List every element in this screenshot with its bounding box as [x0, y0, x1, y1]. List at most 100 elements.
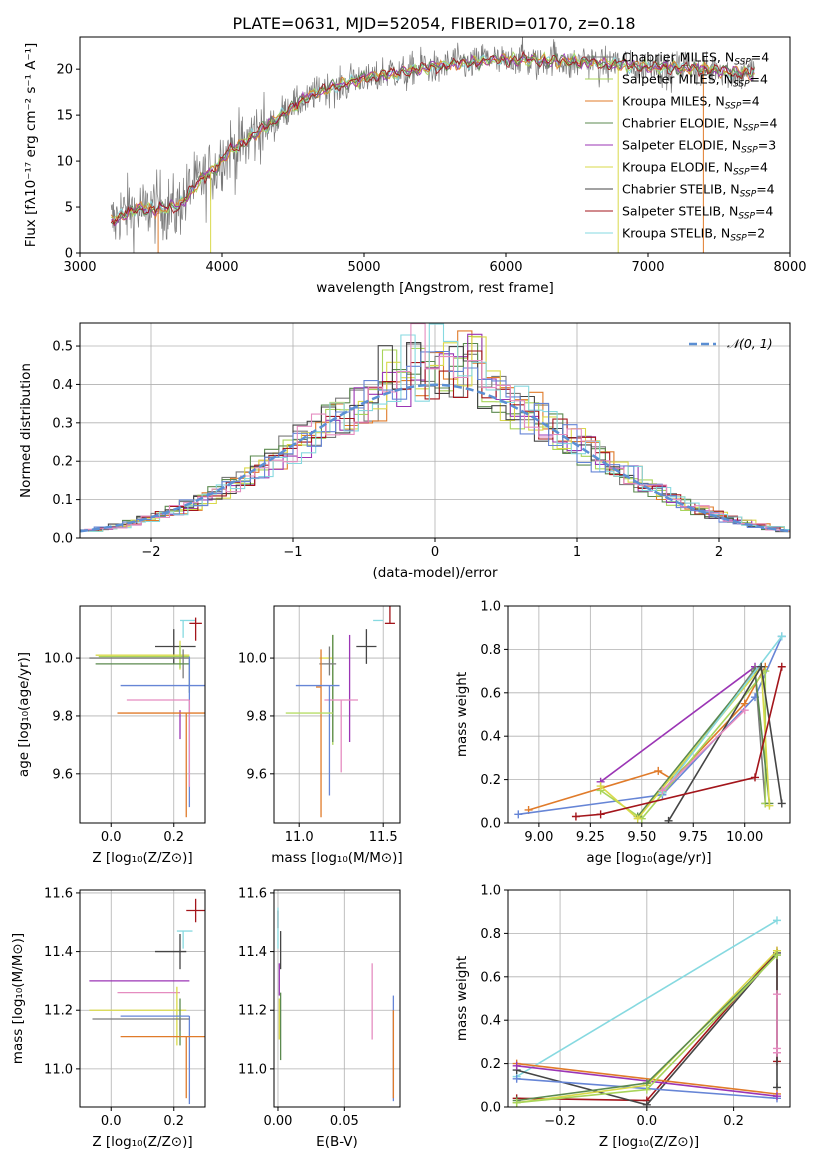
legend-text: Chabrier MILES, N: [622, 50, 734, 65]
x-tick-label: 9.00: [524, 830, 553, 845]
y-axis-label: Normed distribution: [18, 363, 34, 498]
series-marker: [512, 1098, 521, 1107]
spectrum-line: [110, 50, 755, 227]
legend-entry: Salpeter STELIB, NSSP=4: [622, 204, 773, 222]
plot-area: [274, 890, 400, 1107]
errorbar-point: [189, 617, 202, 641]
series-marker: [757, 662, 766, 671]
x-tick-label: 6000: [489, 260, 522, 275]
errorbar-point: [120, 1035, 205, 1099]
series-marker: [596, 810, 605, 819]
x-tick-label: 3000: [63, 260, 96, 275]
legend-value: =4: [741, 94, 759, 109]
series-marker: [772, 990, 781, 999]
figure-title: PLATE=0631, MJD=52054, FIBERID=0170, z=0…: [232, 14, 635, 33]
errorbar-point: [295, 684, 340, 796]
y-tick-label: 10.0: [238, 652, 267, 667]
legend-subscript: SSP: [733, 80, 750, 90]
legend-entry: 𝒩(0, 1): [727, 336, 773, 351]
legend-text: Salpeter MILES, N: [622, 72, 733, 87]
panel-residuals: −2 −1 0 1 2 0.0 0.1 0.2 0.3 0.4 0.5 (data-model)/er…: [18, 322, 791, 581]
axes-frame: [507, 605, 791, 824]
y-tick-label: 0.5: [52, 340, 73, 355]
y-tick-label: 0.8: [480, 643, 501, 658]
y-tick-label: 0.4: [480, 730, 501, 745]
series-marker: [571, 812, 580, 821]
x-axis-label: Z [log₁₀(Z/Z⊙)]: [92, 1134, 192, 1150]
panel-mass_vs_Z: 0.0 0.2 11.0 11.2 11.4 11.6 Z [log₁₀(Z/Z⊙)] mas…: [10, 886, 206, 1150]
x-tick-label: −0.2: [544, 1114, 576, 1129]
errorbar-point: [120, 1015, 191, 1105]
y-tick-label: 0.4: [52, 378, 73, 393]
x-tick-label: 9.75: [679, 830, 708, 845]
plot-area: [80, 323, 790, 538]
y-tick-label: 0.2: [480, 1057, 501, 1072]
errorbar-point: [319, 646, 337, 676]
y-tick-label: 0.3: [52, 416, 73, 431]
legend-subscript: SSP: [730, 234, 747, 244]
x-axis-label: (data-model)/error: [372, 565, 498, 581]
panel-mass_weight_vs_Z: −0.2 0.0 0.2 0.0 0.2 0.4 0.6 0.8 1.0 Z [log₁₀(Z/Z…: [454, 884, 791, 1150]
y-tick-label: 1.0: [480, 884, 501, 899]
histogram-step: [80, 350, 790, 532]
errorbar-point: [126, 699, 191, 787]
series-marker: [658, 786, 667, 795]
series-marker: [751, 773, 760, 782]
series-marker: [772, 916, 781, 925]
errorbar-point: [316, 649, 322, 818]
errorbar-point: [98, 645, 190, 669]
legend-text: Chabrier ELODIE, N: [622, 116, 742, 131]
axes-frame: [79, 322, 791, 539]
panel-mass_vs_ebv: 0.00 0.05 11.0 11.2 11.4 11.6 E(B-V): [238, 886, 401, 1150]
y-tick-label: 9.8: [246, 709, 267, 724]
legend-text: Kroupa MILES, N: [622, 94, 725, 109]
y-tick-label: 1.0: [480, 600, 501, 615]
series-marker: [740, 706, 749, 715]
legend-value: =3: [758, 138, 776, 153]
y-tick-label: 0.4: [480, 1014, 501, 1029]
errorbar-point: [180, 619, 196, 638]
y-tick-label: 0.0: [480, 1101, 501, 1116]
series-marker: [654, 766, 663, 775]
y-tick-label: 0: [65, 247, 73, 262]
x-tick-label: 9.50: [627, 830, 656, 845]
series-line: [516, 1062, 778, 1095]
y-tick-label: 0.1: [52, 493, 73, 508]
series-line: [600, 664, 771, 820]
y-tick-label: 0.6: [480, 970, 501, 985]
x-tick-label: 11.0: [285, 830, 314, 845]
y-tick-label: 0.8: [480, 927, 501, 942]
y-axis-label: mass weight: [454, 672, 470, 757]
x-tick-label: 0.2: [723, 1114, 744, 1129]
series-marker: [642, 1085, 651, 1094]
legend-entry: Salpeter MILES, NSSP=4: [622, 72, 768, 90]
y-axis-label: Flux [fλ10⁻¹⁷ erg cm⁻² s⁻¹ A⁻¹]: [23, 43, 39, 248]
errorbar-point: [384, 606, 395, 625]
y-axis-label: age [log₁₀(age/yr)]: [16, 652, 32, 777]
y-tick-label: 11.4: [44, 945, 73, 960]
series-line: [516, 919, 778, 1078]
legend-subscript: SSP: [725, 102, 742, 112]
x-tick-label: 0.05: [330, 1114, 359, 1129]
series-line: [518, 636, 783, 816]
histogram-step: [84, 323, 790, 532]
x-tick-label: 7000: [631, 260, 664, 275]
x-tick-label: 0.2: [163, 1114, 184, 1129]
y-axis-label: mass [log₁₀(M/M⊙)]: [10, 933, 26, 1064]
y-tick-label: 11.4: [238, 945, 267, 960]
panel-mass_weight_vs_age: 9.00 9.25 9.50 9.75 10.00 0.0 0.2 0.4 0.6 0.8 1.0 a…: [454, 600, 791, 866]
x-tick-label: 8000: [773, 260, 806, 275]
x-axis-label: mass [log₁₀(M/M⊙)]: [271, 850, 402, 866]
x-axis-label: Z [log₁₀(Z/Z⊙)]: [599, 1134, 699, 1150]
x-tick-label: 0.0: [101, 830, 122, 845]
panel-age_vs_Z: 0.0 0.2 9.6 9.8 10.0 Z [log₁₀(Z/Z⊙)] age [log₁…: [16, 605, 206, 866]
x-tick-label: 0.0: [101, 1114, 122, 1129]
series-marker: [514, 810, 523, 819]
series-marker: [777, 632, 786, 641]
legend-entry: Chabrier ELODIE, NSSP=4: [622, 116, 777, 134]
series-marker: [777, 662, 786, 671]
axes-frame: [273, 889, 401, 1108]
y-tick-label: 5: [65, 201, 73, 216]
axes-frame: [507, 889, 791, 1108]
